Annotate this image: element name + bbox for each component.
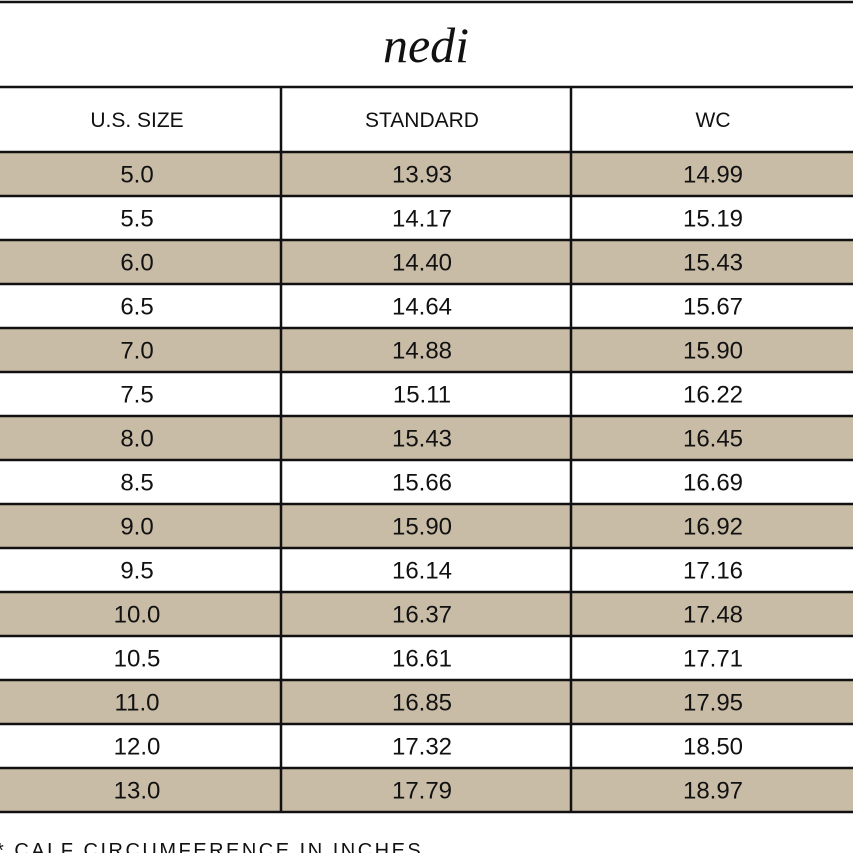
table-cell: 15.11 bbox=[393, 382, 451, 409]
table-cell: 14.40 bbox=[392, 250, 452, 277]
table-cell: 10.0 bbox=[114, 602, 161, 629]
table-cell: 18.50 bbox=[683, 734, 743, 761]
table-cell: 13.0 bbox=[114, 778, 161, 805]
table-cell: 8.0 bbox=[120, 426, 153, 453]
table-cell: 8.5 bbox=[120, 470, 153, 497]
table-cell: 14.88 bbox=[392, 338, 452, 365]
table-cell: 16.69 bbox=[683, 470, 743, 497]
row-shade bbox=[0, 328, 853, 372]
column-header: STANDARD bbox=[365, 109, 479, 132]
row-shade bbox=[0, 240, 853, 284]
table-cell: 16.22 bbox=[683, 382, 743, 409]
table-cell: 16.61 bbox=[392, 646, 452, 673]
row-shade bbox=[0, 592, 853, 636]
table-cell: 10.5 bbox=[114, 646, 161, 673]
table-cell: 5.5 bbox=[120, 206, 153, 233]
table-cell: 14.99 bbox=[683, 162, 743, 189]
table-cell: 15.90 bbox=[683, 338, 743, 365]
table-cell: 17.95 bbox=[683, 690, 743, 717]
footnote: * CALF CIRCUMFERENCE IN INCHES bbox=[0, 840, 423, 853]
table-cell: 15.43 bbox=[392, 426, 452, 453]
table-cell: 16.45 bbox=[683, 426, 743, 453]
table-cell: 12.0 bbox=[114, 734, 161, 761]
row-shade bbox=[0, 152, 853, 196]
table-cell: 6.5 bbox=[120, 294, 153, 321]
column-header: U.S. SIZE bbox=[90, 109, 183, 132]
row-shade bbox=[0, 768, 853, 812]
table-cell: 17.71 bbox=[683, 646, 743, 673]
table-cell: 16.92 bbox=[683, 514, 743, 541]
column-header: WC bbox=[696, 109, 731, 132]
table-cell: 6.0 bbox=[120, 250, 153, 277]
row-shade bbox=[0, 504, 853, 548]
table-cell: 17.16 bbox=[683, 558, 743, 585]
table-cell: 17.48 bbox=[683, 602, 743, 629]
table-cell: 15.90 bbox=[392, 514, 452, 541]
table-cell: 7.5 bbox=[120, 382, 153, 409]
table-cell: 15.43 bbox=[683, 250, 743, 277]
table: U.S. SIZE STANDARD WC 5.0 13.93 14.99 5.5 14.17… bbox=[0, 85, 853, 814]
table-cell: 16.37 bbox=[392, 602, 452, 629]
table-cell: 16.14 bbox=[392, 558, 452, 585]
table-cell: 18.97 bbox=[683, 778, 743, 805]
table-cell: 17.79 bbox=[392, 778, 452, 805]
table-cell: 7.0 bbox=[120, 338, 153, 365]
table-cell: 15.19 bbox=[683, 206, 743, 233]
table-cell: 13.93 bbox=[392, 162, 452, 189]
row-shade bbox=[0, 680, 853, 724]
table-cell: 11.0 bbox=[115, 690, 160, 717]
table-cell: 14.64 bbox=[392, 294, 452, 321]
table-cell: 9.0 bbox=[120, 514, 153, 541]
table-cell: 5.0 bbox=[120, 162, 153, 189]
table-cell: 9.5 bbox=[120, 558, 153, 585]
row-shade bbox=[0, 416, 853, 460]
brand-title: nedi bbox=[383, 17, 469, 73]
table-cell: 15.67 bbox=[683, 294, 743, 321]
table-cell: 17.32 bbox=[392, 734, 452, 761]
table-cell: 16.85 bbox=[392, 690, 452, 717]
table-cell: 15.66 bbox=[392, 470, 452, 497]
table-cell: 14.17 bbox=[392, 206, 452, 233]
